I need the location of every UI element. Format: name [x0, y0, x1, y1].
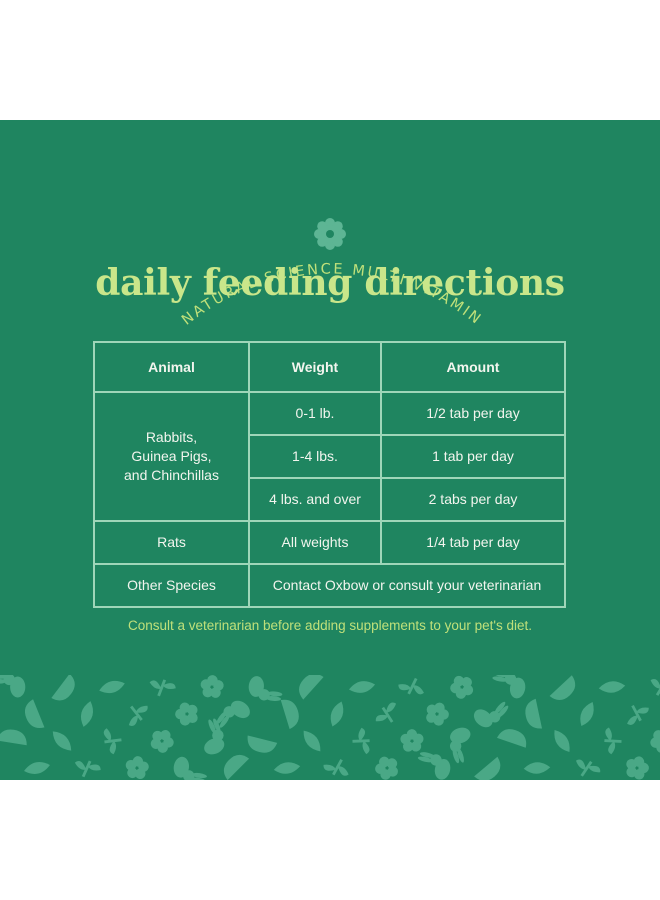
sprout-icon [604, 727, 622, 755]
bowl-icon [474, 756, 501, 780]
rabbit-icon [248, 676, 283, 701]
sprout-icon [323, 759, 349, 776]
sprout-icon [103, 728, 122, 755]
table-row: Rabbits, Guinea Pigs, and Chinchillas 0-… [93, 391, 566, 522]
bowl-icon [247, 735, 278, 753]
rabbit-icon [173, 756, 207, 780]
weight-cell: 1-4 lbs. [248, 434, 382, 479]
sprout-icon [149, 679, 176, 697]
feeding-table: Animal Weight Amount Rabbits, Guinea Pig… [93, 341, 566, 608]
column-header: Amount [380, 341, 566, 393]
animal-cell: Rabbits, Guinea Pigs, and Chinchillas [93, 391, 250, 522]
sprout-icon [650, 678, 660, 696]
flower-icon [650, 730, 660, 753]
flower-icon [426, 702, 449, 726]
table-header-row: Animal Weight Amount [93, 341, 566, 393]
leaf-icon [80, 701, 94, 727]
table-row: Other Species Contact Oxbow or consult y… [93, 563, 566, 608]
flower-icon [375, 756, 398, 780]
weight-cell: 4 lbs. and over [248, 477, 382, 522]
rabbit-icon [473, 701, 509, 728]
footer-note: Consult a veterinarian before adding sup… [127, 618, 533, 633]
sprout-icon [375, 702, 397, 723]
leaf-icon [303, 730, 321, 752]
flower-icon [314, 218, 346, 250]
bowl-icon [24, 699, 45, 729]
rabbit-icon [216, 700, 250, 728]
table-row: 4 lbs. and over 2 tabs per day [94, 477, 566, 522]
rabbit-icon [0, 675, 26, 698]
rabbit-icon [492, 675, 526, 699]
page-title: daily feeding directions [95, 262, 565, 304]
leaf-icon [580, 701, 594, 727]
flower-icon [450, 675, 474, 699]
flower-icon [175, 702, 198, 726]
amount-cell: 1 tab per day [380, 434, 566, 479]
amount-cell: 1/2 tab per day [380, 391, 566, 436]
bowl-icon [0, 729, 27, 746]
flower-icon [200, 675, 224, 698]
instruction-cell: Contact Oxbow or consult your veterinari… [248, 563, 566, 608]
arc-heading: NATURAL SCIENCE MULTI-VITAMIN [179, 262, 482, 329]
bowl-icon [299, 675, 324, 700]
bowl-icon [223, 754, 250, 780]
leaf-icon [52, 731, 72, 751]
flower-icon [400, 729, 424, 752]
leaf-icon [273, 762, 301, 774]
table-row: 1-4 lbs. 1 tab per day [94, 434, 566, 479]
decorative-pattern [0, 675, 660, 780]
column-header: Weight [248, 341, 382, 393]
flower-icon [150, 730, 174, 753]
animal-cell: Other Species [93, 563, 250, 608]
amount-cell: 1/4 tab per day [380, 520, 566, 565]
sprout-icon [128, 705, 148, 726]
amount-cell: 2 tabs per day [380, 477, 566, 522]
leaf-icon [348, 681, 376, 693]
bowl-icon [497, 729, 527, 748]
leaf-icon [330, 701, 344, 727]
weight-cell: All weights [248, 520, 382, 565]
table-row: Rats All weights 1/4 tab per day [93, 520, 566, 565]
leaf-icon [523, 762, 551, 774]
flower-icon [626, 756, 649, 780]
animal-cell: Rats [93, 520, 250, 565]
bowl-icon [280, 699, 299, 730]
rabbit-icon [417, 752, 451, 780]
feeding-directions-panel: NATURAL SCIENCE MULTI-VITAMIN daily feed… [0, 120, 660, 780]
sprout-icon [352, 727, 370, 755]
leaf-icon [99, 680, 125, 694]
sprout-icon [575, 759, 601, 777]
rabbit-icon [449, 727, 471, 764]
sprout-icon [398, 677, 424, 695]
flower-icon [125, 756, 149, 780]
weight-cell: 0-1 lb. [248, 391, 382, 436]
column-header: Animal [93, 341, 250, 393]
leaf-icon [554, 729, 570, 753]
sprout-icon [74, 760, 101, 778]
bowl-icon [51, 675, 75, 701]
rabbit-icon [204, 718, 225, 755]
leaf-icon [598, 681, 626, 693]
bowl-icon [525, 698, 543, 729]
sprout-icon [627, 704, 649, 725]
leaf-icon [24, 762, 50, 774]
bowl-icon [549, 675, 576, 701]
